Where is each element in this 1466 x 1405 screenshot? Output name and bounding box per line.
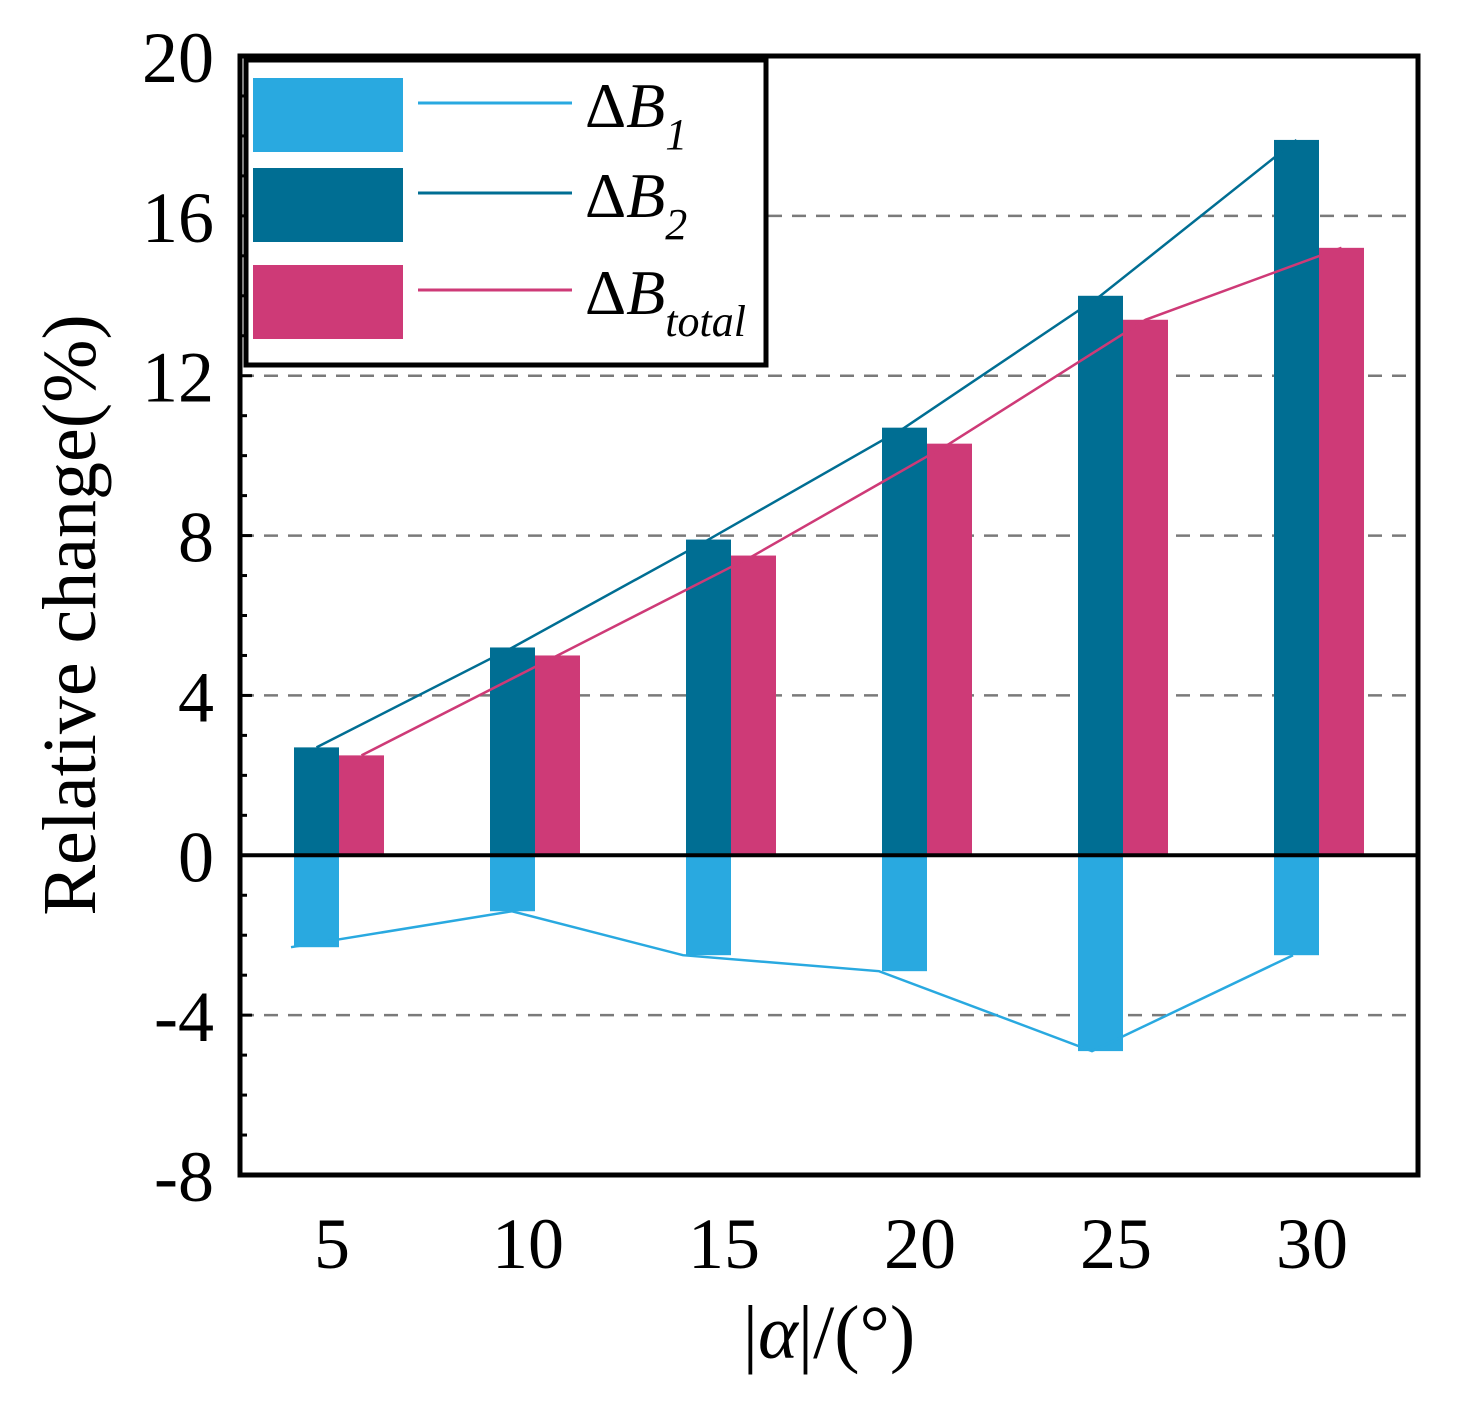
y-tick-label: 20 (142, 18, 214, 98)
y-tick-label: 8 (178, 498, 214, 578)
bar-2-10 (490, 647, 535, 856)
bar-total-10 (535, 655, 580, 856)
bar-2-20 (882, 427, 927, 856)
legend-label-2: ΔB2 (585, 160, 687, 249)
bar-2-30 (1274, 139, 1319, 856)
legend-swatch-2 (253, 168, 403, 242)
y-tick-label: 16 (142, 178, 214, 258)
legend-label-total: ΔBtotal (585, 257, 746, 346)
bar-1-20 (882, 855, 927, 972)
legend-swatch-1 (253, 78, 403, 152)
bar-2-25 (1078, 295, 1123, 856)
grid-lines (240, 214, 1418, 1017)
y-tick-label: 4 (178, 657, 214, 737)
x-tick-label: 10 (492, 1204, 564, 1284)
bar-1-5 (294, 855, 339, 948)
bar-1-30 (1274, 855, 1319, 956)
bar-total-5 (339, 755, 384, 856)
bar-2-15 (686, 539, 731, 856)
x-tick-label: 20 (884, 1204, 956, 1284)
y-tick-label: -8 (154, 1137, 214, 1217)
x-tick-label: 30 (1276, 1204, 1348, 1284)
x-tick-label: 5 (314, 1204, 350, 1284)
bar-1-15 (686, 855, 731, 956)
x-axis-label: |α|/(°) (743, 1291, 915, 1375)
legend-label-1: ΔB1 (585, 70, 687, 159)
x-tick-label: 25 (1080, 1204, 1152, 1284)
axes: -8 -4 0 4 8 12 16 20 5 10 15 20 25 30 |α|/(°) Relative … (28, 18, 1421, 1375)
bar-1-25 (1078, 855, 1123, 1052)
bar-1-10 (490, 855, 535, 912)
y-axis-label: Relative change(%) (28, 314, 112, 915)
line-2 (315, 138, 1298, 749)
x-tick-label: 15 (688, 1204, 760, 1284)
line-total (360, 246, 1342, 757)
y-tick-label: -4 (154, 977, 214, 1057)
legend-swatch-total (253, 265, 403, 339)
y-tick-label: 0 (178, 817, 214, 897)
bar-total-25 (1123, 319, 1168, 856)
bar-2-5 (294, 747, 339, 856)
bar-total-20 (927, 443, 972, 856)
line-1 (290, 909, 1294, 1053)
bar-total-30 (1319, 247, 1364, 856)
y-tick-label: 12 (142, 338, 214, 418)
bars (294, 139, 1364, 1052)
bar-total-15 (731, 555, 776, 856)
series-lines (290, 138, 1342, 1053)
